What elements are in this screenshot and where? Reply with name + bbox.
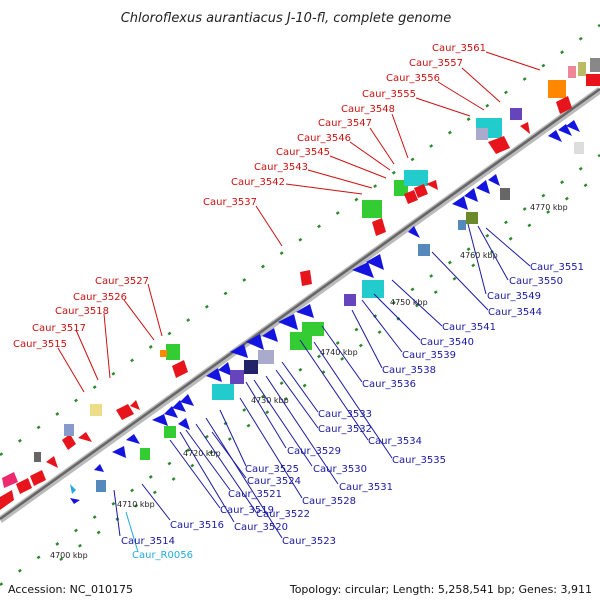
reverse-label-text: Caur_3514 Caur_3516 Caur_3519 Caur_3520 …: [121, 262, 584, 561]
genome-backbone: [0, 87, 600, 523]
gene-label-caur-3520: Caur_3520: [234, 522, 288, 533]
gene-label-caur-3515: Caur_3515: [13, 339, 67, 350]
gene-label-caur-3536: Caur_3536: [362, 379, 416, 390]
gene-label-caur-3525: Caur_3525: [245, 464, 299, 475]
kbp-scale: 4700 kbp 4710 kbp 4720 kbp 4730 kbp 4740…: [50, 203, 568, 560]
track-dots: [0, 23, 600, 587]
tick-label-4700: 4700 kbp: [50, 551, 88, 560]
gene-label-caur-3519: Caur_3519: [220, 505, 274, 516]
gene-label-caur-3548: Caur_3548: [341, 104, 395, 115]
gene-label-caur-3522: Caur_3522: [256, 509, 310, 520]
tick-label-4710: 4710 kbp: [117, 500, 155, 509]
gene-label-caur-3540: Caur_3540: [420, 337, 474, 348]
gene-label-caur-3523: Caur_3523: [282, 536, 336, 547]
gene-label-caur-3541: Caur_3541: [442, 322, 496, 333]
gene-label-caur-3529: Caur_3529: [287, 446, 341, 457]
gene-label-caur-3543: Caur_3543: [254, 162, 308, 173]
gene-label-caur-3537: Caur_3537: [203, 197, 257, 208]
tick-label-4740: 4740 kbp: [320, 348, 358, 357]
tick-label-4760: 4760 kbp: [460, 251, 498, 260]
gene-label-caur-3521: Caur_3521: [228, 489, 282, 500]
gene-label-caur-3534: Caur_3534: [368, 436, 422, 447]
gene-label-caur-3544: Caur_3544: [488, 307, 542, 318]
gene-label-caur-3516: Caur_3516: [170, 520, 224, 531]
gene-label-caur-3533: Caur_3533: [318, 409, 372, 420]
gene-label-caur-3532: Caur_3532: [318, 424, 372, 435]
gene-label-caur-3526: Caur_3526: [73, 292, 127, 303]
gene-label-caur-3550: Caur_3550: [509, 276, 563, 287]
gene-label-caur-3545: Caur_3545: [276, 147, 330, 158]
gene-label-caur-3535: Caur_3535: [392, 455, 446, 466]
gene-label-caur-3538: Caur_3538: [382, 365, 436, 376]
gene-label-caur-3557: Caur_3557: [409, 58, 463, 69]
gene-label-caur-3518: Caur_3518: [55, 306, 109, 317]
gene-label-caur-r0056: Caur_R0056: [132, 550, 193, 561]
reverse-labels: [113, 223, 531, 553]
gene-label-caur-3542: Caur_3542: [231, 177, 285, 188]
gene-label-caur-3517: Caur_3517: [32, 323, 86, 334]
tick-label-4750: 4750 kbp: [390, 298, 428, 307]
gene-label-caur-3539: Caur_3539: [402, 350, 456, 361]
gene-label-caur-3547: Caur_3547: [318, 118, 372, 129]
tick-label-4720: 4720 kbp: [183, 449, 221, 458]
gene-label-caur-3531: Caur_3531: [339, 482, 393, 493]
gene-label-caur-3528: Caur_3528: [302, 496, 356, 507]
gene-label-caur-3551: Caur_3551: [530, 262, 584, 273]
accession-text: Accession: NC_010175: [8, 583, 134, 596]
genome-summary-text: Topology: circular; Length: 5,258,541 bp…: [289, 583, 592, 596]
gene-label-caur-3555: Caur_3555: [362, 89, 416, 100]
gene-features: [0, 58, 600, 510]
gene-label-caur-3556: Caur_3556: [386, 73, 440, 84]
gene-label-caur-3561: Caur_3561: [432, 43, 486, 54]
gene-label-caur-3546: Caur_3546: [297, 133, 351, 144]
forward-label-text: Caur_3515 Caur_3517 Caur_3518 Caur_3526 …: [13, 43, 486, 350]
gene-label-caur-3524: Caur_3524: [247, 476, 301, 487]
forward-labels: [57, 51, 541, 393]
gene-label-caur-3549: Caur_3549: [487, 291, 541, 302]
gene-label-caur-3514: Caur_3514: [121, 536, 175, 547]
gene-label-caur-3527: Caur_3527: [95, 276, 149, 287]
tick-label-4770: 4770 kbp: [530, 203, 568, 212]
gene-label-caur-3530: Caur_3530: [313, 464, 367, 475]
tick-label-4730: 4730 kbp: [251, 396, 289, 405]
map-title: Chloroflexus aurantiacus J-10-fl, comple…: [121, 11, 452, 26]
